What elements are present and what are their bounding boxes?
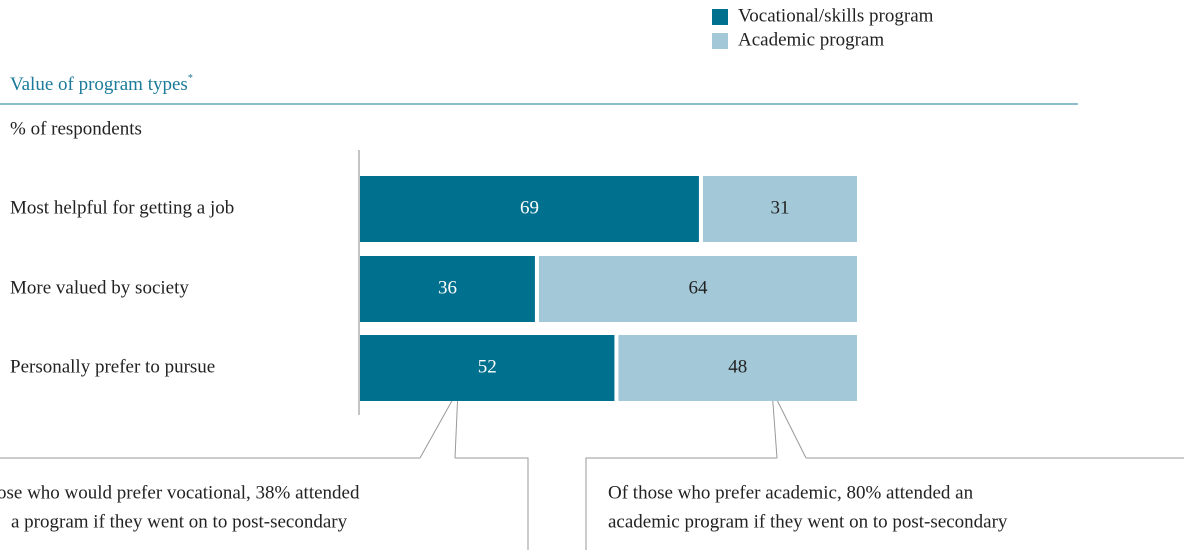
annotation: ose who would prefer vocational, 38% att…: [0, 482, 360, 503]
bar-segment: [618, 335, 857, 401]
value-label: 31: [770, 197, 789, 218]
bar-segment: [702, 176, 857, 242]
legend-swatch: [712, 33, 728, 49]
annotation: academic program if they went on to post…: [608, 511, 1008, 532]
value-label: 48: [728, 356, 747, 377]
legend-swatch: [712, 9, 728, 25]
value-label: 69: [520, 197, 539, 218]
value-label: 36: [438, 277, 457, 298]
annotation: a program if they went on to post-second…: [11, 511, 348, 532]
bar-segment: [360, 256, 535, 322]
annotation: Of those who prefer academic, 80% attend…: [608, 482, 974, 503]
legend-label: Academic program: [738, 29, 884, 50]
title-text: Value of program types: [10, 74, 188, 95]
bar-segment: [360, 335, 615, 401]
legend-label: Vocational/skills program: [738, 5, 934, 26]
bar-segment: [538, 256, 857, 322]
subtitle: % of respondents: [10, 118, 142, 139]
category-label: Most helpful for getting a job: [10, 197, 234, 218]
chart-title: Value of program types*: [10, 73, 193, 95]
callout-box: [585, 457, 777, 550]
category-label: More valued by society: [10, 277, 189, 298]
bar-segment: [360, 176, 699, 242]
title-marker: *: [188, 73, 193, 84]
value-label: 52: [478, 356, 497, 377]
category-label: Personally prefer to pursue: [10, 356, 215, 377]
callout-box: [455, 457, 529, 550]
value-label: 64: [688, 277, 708, 298]
